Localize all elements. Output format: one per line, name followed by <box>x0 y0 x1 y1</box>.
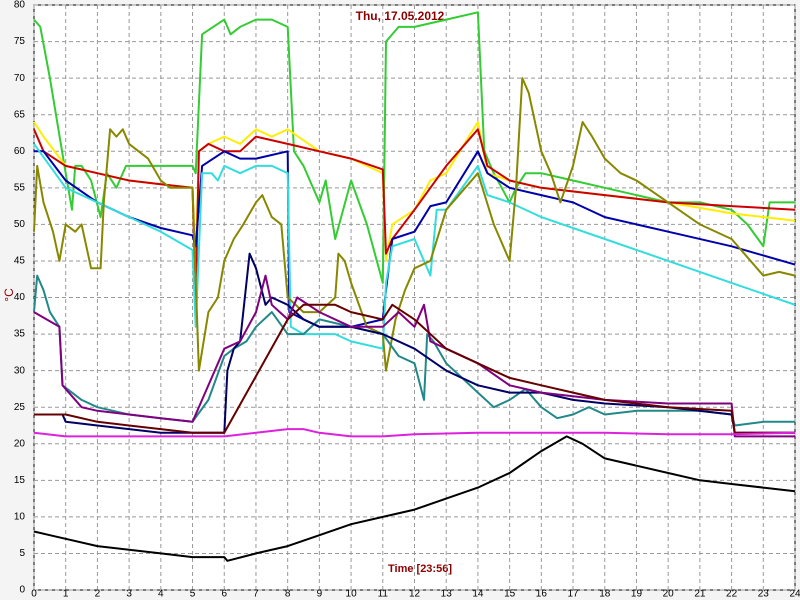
y-tick-label: 50 <box>14 219 26 230</box>
x-tick-label: 0 <box>31 589 37 600</box>
x-tick-label: 6 <box>221 589 227 600</box>
x-tick-label: 18 <box>599 589 611 600</box>
x-tick-label: 21 <box>694 589 706 600</box>
x-tick-label: 2 <box>95 589 101 600</box>
chart-title: Thu, 17.05.2012 <box>356 9 445 23</box>
data-line <box>33 128 796 299</box>
y-tick-label: 75 <box>14 36 26 47</box>
x-tick-label: 8 <box>285 589 291 600</box>
y-tick-label: 10 <box>14 512 26 523</box>
x-tick-label: 14 <box>472 589 484 600</box>
x-tick-label: 3 <box>126 589 132 600</box>
data-line <box>33 143 796 350</box>
x-tick-label: 24 <box>789 589 800 600</box>
x-tick-label: 20 <box>663 589 675 600</box>
x-tick-label: 10 <box>346 589 358 600</box>
y-tick-label: 80 <box>14 0 26 11</box>
x-tick-label: 4 <box>158 589 164 600</box>
y-tick-label: 45 <box>14 256 26 267</box>
y-tick-label: 60 <box>14 146 26 157</box>
x-tick-label: 13 <box>441 589 453 600</box>
x-tick-label: 11 <box>378 589 389 600</box>
x-tick-label: 15 <box>504 589 516 600</box>
data-line <box>33 428 796 438</box>
x-tick-label: 19 <box>631 589 643 600</box>
y-tick-label: 5 <box>19 548 25 559</box>
x-tick-label: 7 <box>253 589 259 600</box>
y-tick-label: 65 <box>14 109 26 120</box>
data-line <box>34 252 795 434</box>
data-line <box>33 274 795 438</box>
x-tick-label: 5 <box>190 589 196 600</box>
x-tick-label: 22 <box>726 589 738 600</box>
y-tick-label: 40 <box>14 292 26 303</box>
x-tick-label: 1 <box>63 589 69 600</box>
data-line <box>34 303 795 434</box>
x-tick-label: 17 <box>567 589 579 600</box>
x-tick-label: 16 <box>536 589 548 600</box>
y-axis-label: °C <box>2 288 16 302</box>
y-tick-label: 35 <box>14 329 26 340</box>
x-tick-label: 23 <box>758 589 770 600</box>
x-tick-label: 9 <box>317 589 323 600</box>
y-tick-label: 25 <box>14 402 26 413</box>
y-tick-label: 55 <box>14 182 26 193</box>
data-line <box>33 274 795 427</box>
x-axis-label: Time [23:56] <box>388 563 452 575</box>
y-tick-label: 0 <box>19 585 25 596</box>
y-tick-label: 20 <box>14 438 26 449</box>
y-tick-label: 30 <box>14 365 26 376</box>
y-tick-label: 15 <box>14 475 26 486</box>
y-tick-label: 70 <box>14 73 26 84</box>
data-line <box>33 435 796 562</box>
x-tick-label: 12 <box>409 589 421 600</box>
